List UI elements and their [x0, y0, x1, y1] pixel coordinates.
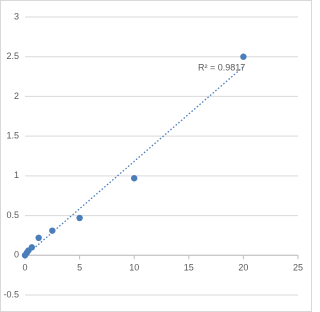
- trendline: [24, 66, 244, 257]
- x-tick-label: 0: [22, 263, 27, 273]
- x-tick-label: 15: [184, 263, 194, 273]
- y-tick-label: -0.5: [3, 289, 19, 299]
- chart-frame: [0, 0, 312, 312]
- y-tick-label: 0: [14, 250, 19, 260]
- x-tick-label: 5: [77, 263, 82, 273]
- y-tick-label: 2.5: [6, 51, 19, 61]
- data-point: [28, 244, 36, 251]
- y-tick-label: 1.5: [6, 131, 19, 141]
- data-point: [131, 175, 138, 182]
- y-tick-label: 2: [14, 91, 19, 101]
- x-tick-label: 25: [293, 263, 303, 273]
- data-point: [76, 214, 83, 222]
- chart: -0.5 0 0.5 1 1.5 2 2.5 3 0 5 10 15 20 25 R² = 0.9817: [0, 0, 312, 312]
- y-tick-label: 1: [14, 170, 19, 180]
- y-tick-label: 0.5: [6, 210, 19, 220]
- annotation: R² = 0.9817: [198, 62, 245, 72]
- data-point: [35, 234, 42, 242]
- x-tick-label: 10: [129, 263, 139, 273]
- data-point: [49, 227, 56, 234]
- data-point: [240, 53, 247, 60]
- y-tick-label: 3: [14, 11, 19, 21]
- x-tick-label: 20: [238, 263, 248, 273]
